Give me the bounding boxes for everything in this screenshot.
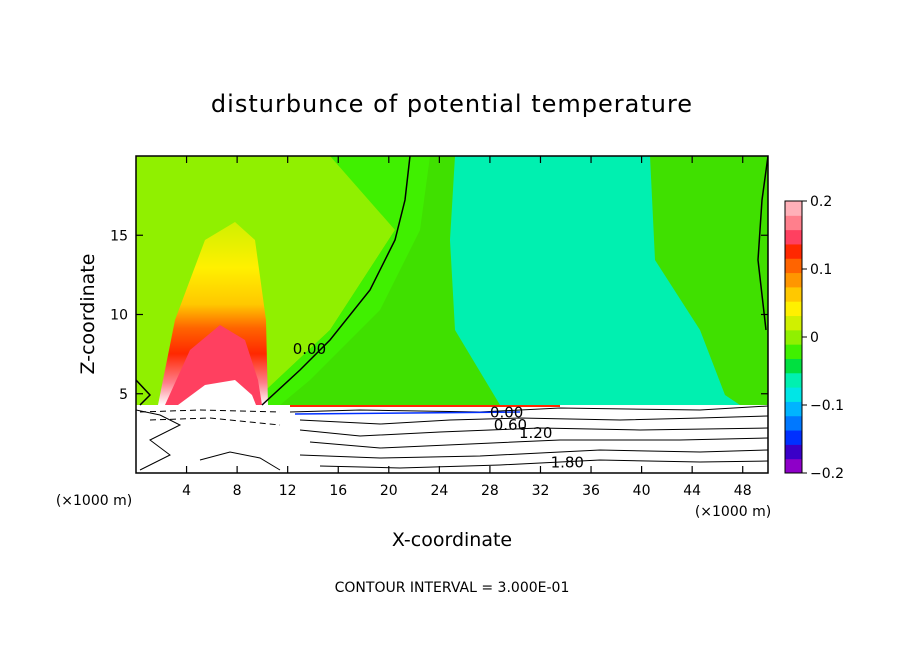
- cold-bottom: [480, 452, 768, 473]
- x-tick-label: 48: [734, 483, 752, 499]
- colorbar-swatch: [785, 301, 802, 317]
- colorbar-swatch: [785, 387, 802, 402]
- lower-contours: [136, 405, 768, 471]
- colorbar-tick-label: −0.2: [810, 466, 844, 482]
- colorbar-swatch: [785, 458, 802, 474]
- colorbar: 0.2 0.1 0 −0.1 −0.2: [784, 194, 844, 482]
- y-axis-ticks: 5 10 15: [110, 228, 768, 403]
- colorbar-swatch: [785, 329, 802, 345]
- contour-label: 0.60: [494, 416, 527, 434]
- colorbar-swatch: [785, 344, 802, 359]
- y-axis-label: Z-coordinate: [77, 254, 99, 375]
- colorbar-tick-label: 0.1: [810, 262, 832, 278]
- x-unit-left: (×1000 m): [56, 493, 132, 509]
- colorbar-tick-label: 0.2: [810, 194, 832, 210]
- plot-area: [136, 156, 768, 473]
- colorbar-swatch: [785, 372, 802, 388]
- x-tick-label: 44: [683, 483, 701, 499]
- colorbar-swatch: [785, 258, 802, 274]
- colorbar-swatch: [785, 272, 802, 288]
- colorbar-tick-label: 0: [810, 330, 819, 346]
- x-tick-label: 32: [532, 483, 550, 499]
- x-tick-label: 8: [233, 483, 242, 499]
- colorbar-swatch: [785, 358, 802, 374]
- zero-contour-low: [136, 379, 152, 406]
- x-unit-right: (×1000 m): [695, 504, 771, 520]
- x-tick-label: 40: [633, 483, 651, 499]
- colorbar-swatch: [785, 415, 802, 431]
- colorbar-tick-label: −0.1: [810, 398, 844, 414]
- x-tick-label: 12: [279, 483, 297, 499]
- y-tick-label: 15: [110, 228, 128, 244]
- colorbar-swatch: [785, 215, 802, 231]
- zero-contour-right: [757, 156, 768, 331]
- x-tick-label: 16: [329, 483, 347, 499]
- contour-interval-note: CONTOUR INTERVAL = 3.000E-01: [335, 580, 570, 596]
- x-axis-ticks: 4 8 12 16 20 24 28 32 36 40 44 48: [182, 156, 752, 499]
- x-axis-label: X-coordinate: [392, 529, 512, 551]
- colorbar-swatch: [785, 401, 802, 417]
- colorbar-swatch: [785, 229, 802, 245]
- contour-labels: 0.000.000.601.201.80: [293, 340, 584, 471]
- colorbar-swatch: [785, 315, 802, 331]
- colorbar-swatch: [785, 444, 802, 460]
- contour-label: 0.00: [490, 404, 523, 422]
- contour-label: 1.20: [519, 424, 552, 442]
- contour-label: 1.80: [551, 453, 584, 471]
- cool-region: [450, 156, 740, 405]
- colorbar-swatch: [785, 201, 802, 216]
- contour-label: 0.00: [293, 340, 326, 358]
- y-tick-label: 5: [119, 387, 128, 403]
- colorbar-swatch: [785, 243, 802, 259]
- x-tick-label: 36: [582, 483, 600, 499]
- colorbar-swatch: [785, 286, 802, 302]
- white-core: [178, 380, 256, 405]
- x-tick-label: 24: [430, 483, 448, 499]
- zero-contour-left: [261, 156, 411, 406]
- x-tick-label: 4: [182, 483, 191, 499]
- y-tick-label: 10: [110, 308, 128, 324]
- green-band: [250, 156, 430, 405]
- chart-title: disturbunce of potential temperature: [211, 90, 693, 118]
- colorbar-swatch: [785, 430, 802, 445]
- x-tick-label: 28: [481, 483, 499, 499]
- x-tick-label: 20: [380, 483, 398, 499]
